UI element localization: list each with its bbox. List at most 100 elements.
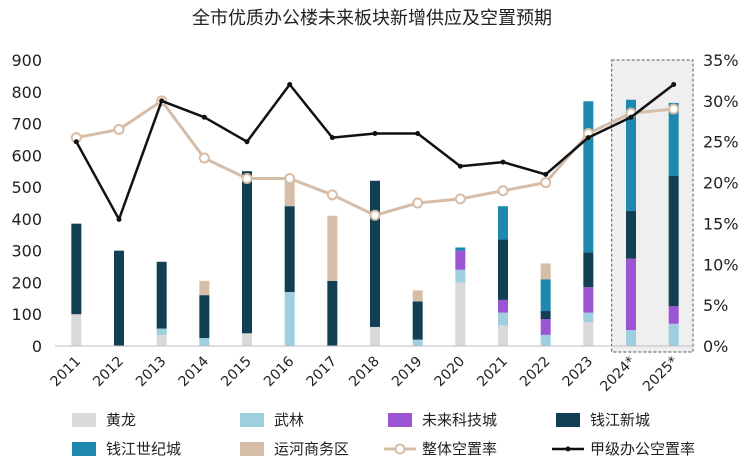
- bar-segment: [583, 312, 594, 323]
- bar-segment: [370, 180, 380, 327]
- bar-segment: [583, 101, 594, 253]
- bar-segment: [583, 252, 594, 288]
- bar-segment: [242, 171, 252, 334]
- y-left-tick-label: 600: [11, 146, 42, 165]
- bar-segment: [626, 210, 636, 259]
- line-point: [497, 185, 509, 197]
- bar-segment: [455, 269, 466, 283]
- legend-swatch: [72, 413, 96, 427]
- x-tick-label: 2025*: [640, 354, 681, 395]
- y-left-tick-label: 400: [11, 210, 42, 229]
- line-point: [412, 197, 424, 209]
- x-tick-label: 2019: [389, 354, 426, 391]
- bar-segment: [498, 312, 508, 326]
- bar-segment: [156, 261, 167, 329]
- line-point: [671, 82, 677, 88]
- bar-segment: [242, 333, 252, 346]
- y-right-tick-label: 5%: [703, 296, 728, 315]
- legend-item: 钱江新城: [556, 411, 650, 429]
- bar-segment: [583, 287, 594, 313]
- bar-segment: [668, 323, 679, 346]
- x-tick-label: 2020: [432, 354, 469, 391]
- y-left-tick-label: 0: [32, 337, 42, 356]
- x-tick-label: 2024*: [597, 354, 638, 395]
- legend-item: 整体空置率: [384, 440, 497, 458]
- bar-segment: [626, 330, 636, 346]
- bar-segment: [284, 180, 295, 207]
- bar-segment: [540, 318, 551, 335]
- bar-segment: [412, 301, 423, 340]
- legend-swatch: [240, 442, 264, 456]
- legend-swatch: [72, 442, 96, 456]
- bar-segment: [668, 306, 679, 324]
- line-point: [73, 139, 79, 145]
- y-right-tick-label: 35%: [703, 51, 739, 70]
- y-left-tick-label: 500: [11, 178, 42, 197]
- line-point: [415, 131, 421, 137]
- y-right-tick-label: 30%: [703, 92, 739, 111]
- line-point: [284, 172, 296, 184]
- bar-segment: [498, 206, 508, 240]
- bar-segment: [583, 322, 594, 346]
- x-tick-label: 2017: [304, 354, 341, 391]
- bar-segment: [498, 299, 508, 313]
- legend-item: 武林: [240, 411, 304, 429]
- x-tick-label: 2022: [517, 354, 554, 391]
- legend-marker: [565, 446, 571, 452]
- y-right-tick-label: 0%: [703, 337, 728, 356]
- legend-item: 未来科技城: [388, 411, 497, 429]
- y-right-tick-label: 10%: [703, 255, 739, 274]
- line-point: [329, 135, 335, 141]
- chart-title: 全市优质办公楼未来板块新增供应及空置预期: [192, 8, 552, 29]
- bar-segment: [71, 223, 82, 315]
- line-point: [287, 82, 293, 88]
- y-right-tick-label: 15%: [703, 214, 739, 233]
- line-point: [326, 189, 338, 201]
- legend-label: 钱江世纪城: [106, 440, 181, 458]
- line-point: [454, 193, 466, 205]
- line-point: [159, 98, 165, 104]
- x-tick-label: 2011: [48, 354, 85, 391]
- bar-segment: [455, 250, 466, 270]
- y-left-tick-label: 200: [11, 273, 42, 292]
- bar-segment: [156, 328, 167, 335]
- legend-label: 钱江新城: [590, 411, 650, 429]
- legend-item: 运河商务区: [240, 440, 349, 458]
- bar-segment: [327, 215, 338, 281]
- line-point: [369, 209, 381, 221]
- x-tick-label: 2023: [560, 354, 597, 391]
- line-point: [244, 139, 250, 145]
- line-point: [241, 172, 253, 184]
- legend-item: 甲级办公空置率: [552, 440, 695, 458]
- bar-segment: [668, 175, 679, 307]
- bar-segment: [540, 263, 551, 280]
- legend-marker: [394, 443, 406, 455]
- y-left-tick-label: 100: [11, 305, 42, 324]
- line-point: [668, 103, 680, 115]
- bar-segment: [498, 239, 508, 300]
- line-point: [585, 135, 591, 141]
- bar-segment: [626, 99, 636, 211]
- bar-segment: [199, 280, 210, 296]
- line-point: [113, 123, 125, 135]
- line-point: [543, 171, 549, 177]
- bars-layer: [71, 99, 679, 346]
- line-point: [198, 152, 210, 164]
- legend-label: 甲级办公空置率: [590, 440, 695, 458]
- x-tick-label: 2013: [133, 354, 170, 391]
- bar-segment: [626, 258, 636, 331]
- bar-segment: [370, 326, 380, 346]
- line-point: [116, 216, 122, 222]
- legend-item: 黄龙: [72, 411, 136, 429]
- legend-item: 钱江世纪城: [72, 440, 181, 458]
- x-tick-label: 2012: [90, 354, 127, 391]
- line-point: [457, 163, 463, 169]
- forecast-box: [611, 59, 694, 353]
- y-left-tick-label: 800: [11, 83, 42, 102]
- lines-layer: [70, 82, 680, 222]
- y-left-tick-label: 300: [11, 242, 42, 261]
- bar-segment: [540, 279, 551, 312]
